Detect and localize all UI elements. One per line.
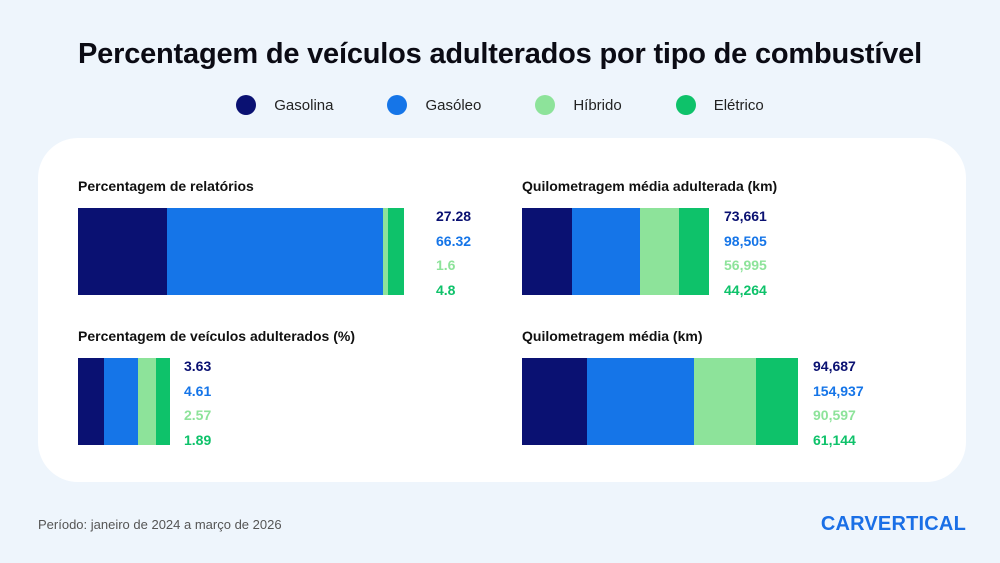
carvertical-logo: CARVERTICAL	[820, 513, 966, 535]
legend-label-eletrico: Elétrico	[713, 96, 764, 114]
value-label-gasolina: 73,661	[724, 208, 767, 224]
bar-segment-eletrico	[156, 358, 170, 445]
bar-segment-gasoleo	[166, 208, 384, 295]
value-label-hibrido: 2.57	[184, 407, 212, 424]
value-label-hibrido: 56,995	[724, 257, 767, 274]
panel-report-percentage: Percentagem de relatórios 27.28 66.32 1.6 4…	[78, 178, 498, 298]
stacked-bar	[78, 208, 404, 295]
panel-avg-mileage: Quilometragem média (km) 94,687 154,937 90…	[522, 328, 942, 448]
stacked-bar	[522, 358, 798, 445]
value-label-eletrico: 1.89	[184, 432, 212, 449]
bar-segment-hibrido	[693, 358, 756, 445]
value-label-eletrico: 4.8	[436, 282, 456, 299]
bar-segment-gasoleo	[587, 358, 694, 445]
value-label-eletrico: 44,264	[724, 282, 767, 299]
bar-segment-gasolina	[78, 208, 167, 295]
legend-dot-gasolina	[236, 95, 257, 115]
panel-title: Quilometragem média (km)	[522, 328, 703, 344]
value-labels: 3.63 4.61 2.57 1.89	[184, 358, 211, 457]
legend-dot-gasoleo	[387, 95, 408, 115]
legend-item-eletrico: Elétrico	[675, 95, 764, 115]
legend: Gasolina Gasóleo Híbrido Elétrico	[0, 95, 1000, 115]
bar-segment-hibrido	[137, 358, 157, 445]
legend-label-gasolina: Gasolina	[274, 96, 334, 114]
stacked-bar	[522, 208, 709, 295]
panel-title: Percentagem de veículos adulterados (%)	[78, 328, 355, 344]
bar-segment-hibrido	[639, 208, 679, 295]
value-labels: 73,661 98,505 56,995 44,264	[724, 208, 767, 307]
legend-item-gasoleo: Gasóleo	[387, 95, 481, 115]
value-label-gasoleo: 66.32	[436, 232, 472, 249]
legend-label-gasoleo: Gasóleo	[425, 96, 482, 114]
panel-avg-tampered-mileage: Quilometragem média adulterada (km) 73,6…	[522, 178, 942, 298]
value-label-hibrido: 1.6	[436, 257, 456, 274]
legend-item-hibrido: Híbrido	[535, 95, 622, 115]
value-label-hibrido: 90,597	[813, 407, 856, 424]
panel-title: Percentagem de relatórios	[78, 178, 254, 194]
legend-dot-eletrico	[675, 95, 696, 115]
value-label-gasolina: 3.63	[184, 358, 212, 374]
value-label-gasoleo: 4.61	[184, 382, 212, 399]
period-footnote: Período: janeiro de 2024 a março de 2026	[38, 517, 282, 532]
value-label-gasoleo: 154,937	[813, 382, 864, 399]
bar-segment-hibrido	[383, 208, 389, 295]
bar-segment-gasolina	[522, 208, 573, 295]
stacked-bar	[78, 358, 170, 445]
value-labels: 27.28 66.32 1.6 4.8	[436, 208, 471, 307]
bar-segment-gasolina	[78, 358, 105, 445]
bar-segment-gasolina	[522, 358, 588, 445]
legend-dot-hibrido	[535, 95, 556, 115]
bar-segment-eletrico	[755, 358, 798, 445]
value-label-gasolina: 94,687	[813, 358, 856, 374]
value-labels: 94,687 154,937 90,597 61,144	[813, 358, 864, 457]
charts-card: Percentagem de relatórios 27.28 66.32 1.6 4…	[38, 138, 966, 482]
legend-label-hibrido: Híbrido	[573, 96, 622, 114]
bar-segment-gasoleo	[104, 358, 138, 445]
panel-title: Quilometragem média adulterada (km)	[522, 178, 778, 194]
bar-segment-gasoleo	[572, 208, 640, 295]
legend-item-gasolina: Gasolina	[236, 95, 333, 115]
panel-tampered-vehicle-percentage: Percentagem de veículos adulterados (%) …	[78, 328, 498, 448]
chart-title: Percentagem de veículos adulterados por …	[78, 38, 922, 70]
bar-segment-eletrico	[388, 208, 404, 295]
value-label-gasolina: 27.28	[436, 208, 472, 224]
value-label-eletrico: 61,144	[813, 432, 856, 449]
value-label-gasoleo: 98,505	[724, 232, 767, 249]
bar-segment-eletrico	[678, 208, 709, 295]
